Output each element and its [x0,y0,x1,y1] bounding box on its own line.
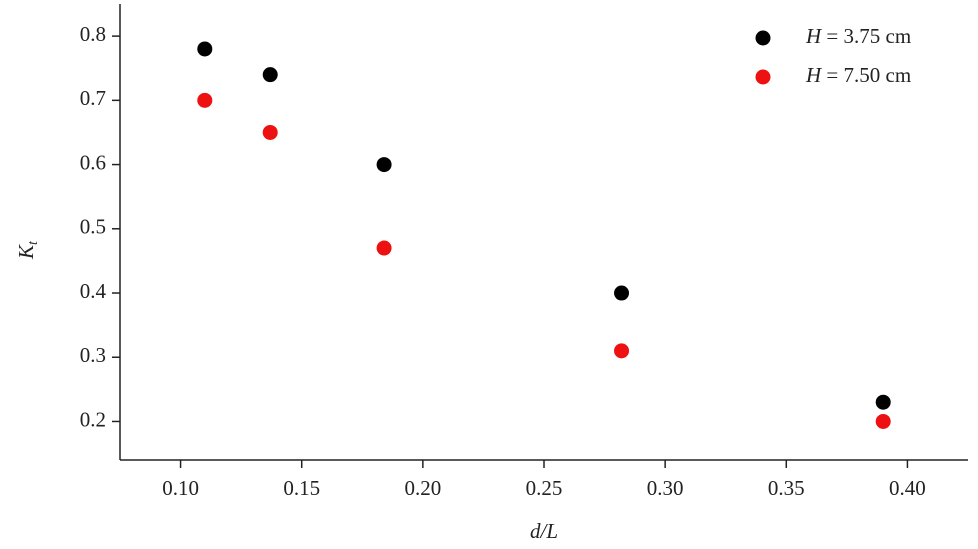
y-tick-label: 0.4 [80,279,107,303]
x-tick-label: 0.20 [404,476,441,500]
x-tick-label: 0.25 [526,476,563,500]
x-tick-label: 0.10 [162,476,199,500]
x-axis-label: d/L [530,519,558,543]
point [614,343,630,359]
legend-marker [755,69,771,85]
x-tick-label: 0.40 [889,476,926,500]
y-tick-label: 0.6 [80,150,106,174]
x-tick-label: 0.30 [647,476,684,500]
y-tick-label: 0.3 [80,343,106,367]
point [262,67,278,83]
point [875,413,891,429]
y-tick-label: 0.2 [80,407,106,431]
point [875,394,891,410]
point [614,285,630,301]
y-tick-label: 0.7 [80,86,106,110]
y-axis-label: Kt [14,240,41,260]
point [376,240,392,256]
x-tick-label: 0.35 [768,476,805,500]
y-tick-label: 0.5 [80,215,106,239]
point [197,92,213,108]
point [197,41,213,57]
legend-label: H = 7.50 cm [805,63,911,87]
x-tick-label: 0.15 [283,476,320,500]
legend-marker [755,30,771,46]
y-tick-label: 0.8 [80,22,106,46]
point [376,157,392,173]
legend-label: H = 3.75 cm [805,24,911,48]
point [262,124,278,140]
